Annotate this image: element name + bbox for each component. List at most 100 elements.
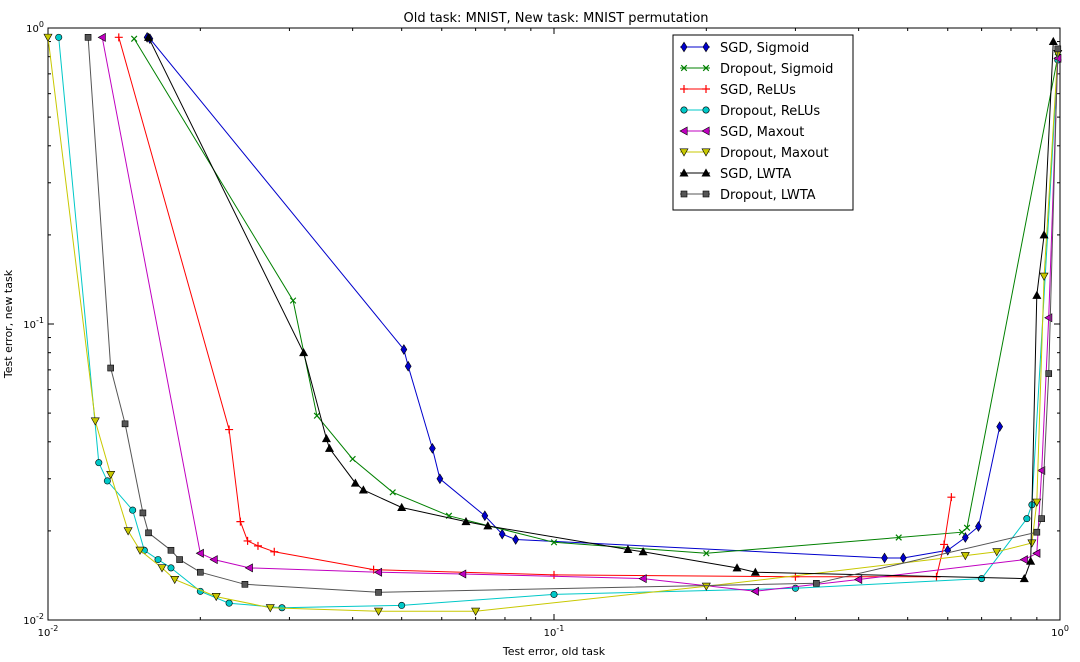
data-point (940, 540, 949, 549)
data-point (157, 564, 167, 573)
data-point (225, 425, 234, 434)
data-point (170, 576, 180, 585)
data-point (1045, 370, 1053, 377)
data-point (1038, 515, 1045, 522)
data-point (701, 126, 710, 136)
data-point (854, 575, 863, 585)
data-point (703, 550, 710, 557)
data-point (550, 570, 558, 579)
data-point (458, 569, 467, 579)
data-point (1023, 515, 1031, 523)
data-point (498, 528, 506, 540)
data-point (197, 568, 204, 576)
data-point (701, 148, 711, 157)
data-point (1019, 555, 1028, 565)
data-point (350, 478, 360, 487)
data-point (398, 601, 406, 609)
legend-label: SGD, ReLUs (720, 83, 796, 98)
series-line (101, 37, 1059, 592)
series (144, 32, 1058, 583)
data-point (947, 493, 956, 502)
series-layer (43, 31, 1063, 616)
data-point (236, 517, 245, 526)
data-point (791, 572, 800, 581)
data-point (95, 459, 103, 467)
data-point (680, 41, 688, 53)
data-point (253, 541, 262, 550)
data-point (702, 106, 710, 114)
data-point (732, 563, 742, 572)
data-point (483, 521, 493, 530)
data-point (373, 567, 383, 577)
data-point (1032, 498, 1042, 507)
data-point (84, 34, 92, 41)
data-point (313, 412, 321, 419)
data-point (702, 85, 710, 93)
series (97, 32, 1062, 596)
legend-label: Dropout, Sigmoid (720, 62, 833, 77)
data-point (680, 85, 688, 93)
legend-entry: SGD, Maxout (679, 125, 804, 140)
data-point (1054, 45, 1062, 53)
data-point (144, 32, 154, 41)
data-point (1039, 272, 1049, 281)
legend-label: SGD, Maxout (720, 125, 804, 140)
data-point (389, 489, 396, 496)
data-point (1019, 573, 1029, 583)
data-point (623, 544, 633, 554)
data-point (638, 547, 648, 556)
data-point (992, 548, 1002, 557)
data-point (167, 546, 175, 554)
legend-entry: SGD, Sigmoid (680, 41, 809, 56)
legend-box (672, 34, 854, 211)
data-point (114, 33, 123, 42)
data-point (701, 582, 711, 591)
data-point (209, 555, 218, 565)
series (84, 34, 1062, 596)
data-point (244, 563, 253, 573)
data-point (702, 190, 710, 198)
data-point (680, 106, 688, 114)
data-point (404, 360, 412, 372)
data-point (963, 524, 971, 531)
data-point (145, 529, 152, 537)
data-point (944, 544, 952, 556)
series (143, 31, 1004, 564)
data-point (679, 126, 688, 136)
y-tick-label: 100 (26, 20, 44, 35)
x-tick-label: 10-2 (38, 624, 59, 639)
data-point (750, 567, 760, 576)
legend-label: SGD, LWTA (720, 167, 791, 182)
data-point (679, 168, 689, 177)
data-point (702, 64, 710, 72)
data-point (471, 607, 481, 616)
data-point (1048, 36, 1058, 46)
y-axis-label: Test error, new task (2, 269, 15, 379)
legend-entry: Dropout, Maxout (679, 146, 829, 161)
data-point (299, 348, 309, 357)
data-point (1026, 556, 1036, 565)
data-point (429, 443, 436, 454)
x-tick-label: 10-1 (544, 624, 565, 639)
data-point (680, 190, 688, 198)
legend-label: SGD, Sigmoid (720, 41, 809, 56)
data-point (638, 574, 647, 584)
data-point (225, 599, 233, 607)
legend-entry: Dropout, LWTA (680, 188, 816, 203)
data-point (702, 41, 710, 53)
legend-entry: SGD, ReLUs (680, 83, 796, 98)
data-point (397, 502, 407, 511)
data-point (324, 443, 334, 452)
legend: SGD, Sigmoid Dropout, Sigmoid SGD, ReLUs Dr… (672, 34, 854, 211)
data-point (97, 32, 106, 42)
data-point (960, 552, 970, 561)
data-point (750, 586, 759, 596)
data-point (321, 433, 331, 443)
data-point (129, 506, 137, 514)
data-point (270, 547, 279, 556)
data-point (1027, 539, 1037, 548)
legend-label: Dropout, LWTA (720, 188, 816, 203)
data-point (241, 581, 249, 588)
data-point (211, 593, 221, 602)
